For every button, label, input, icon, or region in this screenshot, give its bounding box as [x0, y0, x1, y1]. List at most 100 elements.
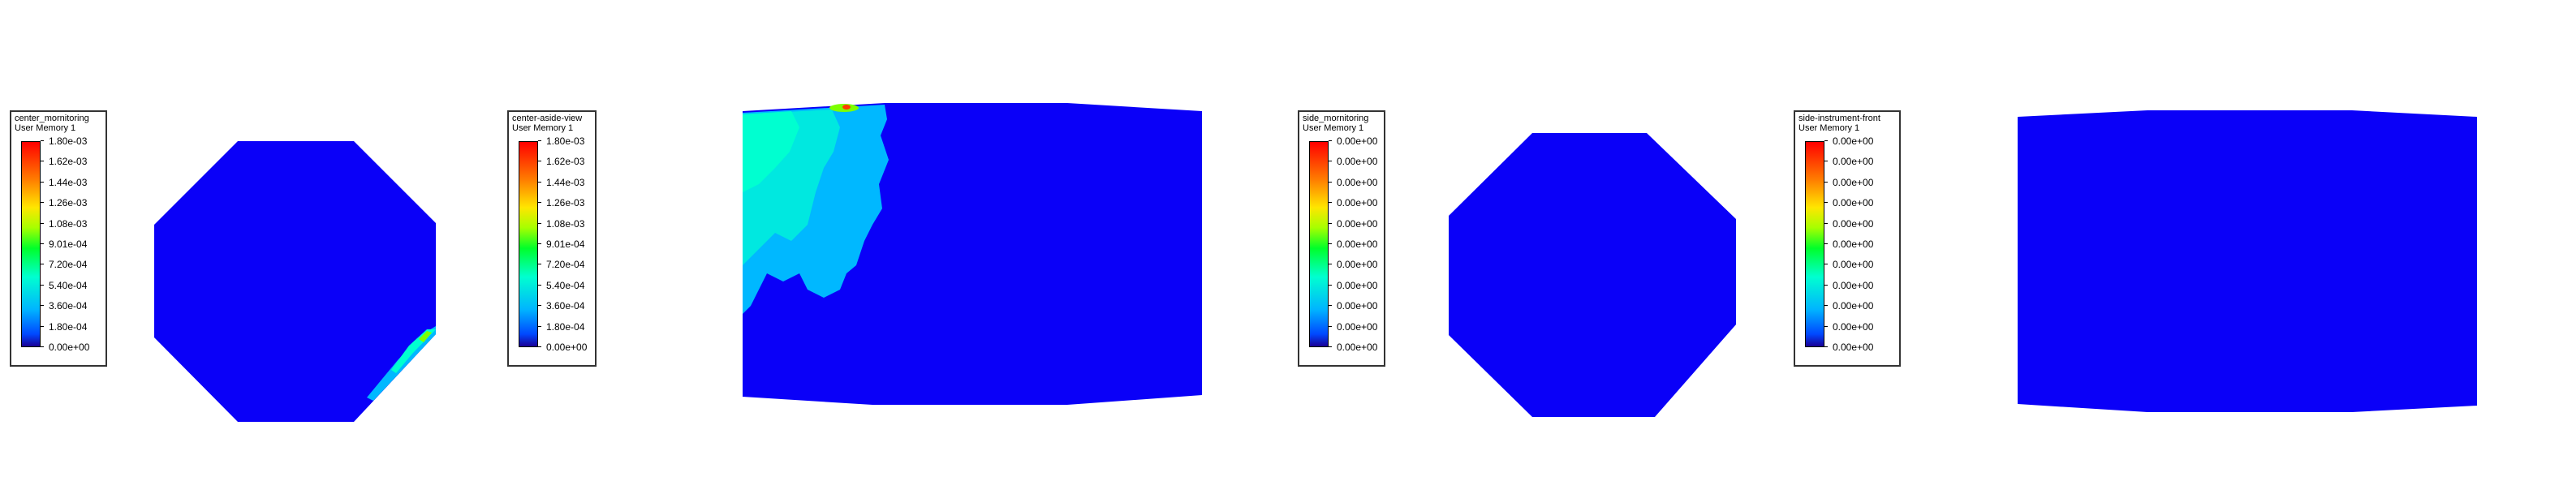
colorbar-tick: 3.60e-04	[538, 300, 595, 312]
colorbar-tick-mark	[1824, 325, 1828, 327]
colorbar-tick-mark	[1824, 284, 1828, 286]
colorbar-tick: 0.00e+00	[1824, 321, 1881, 333]
colorbar-tick: 0.00e+00	[1329, 300, 1385, 312]
colorbar-tick-mark	[1824, 202, 1828, 204]
colorbar-tick-mark	[538, 202, 541, 204]
legend-subtitle: User Memory 1	[512, 123, 574, 133]
colorbar-tick-label: 0.00e+00	[1337, 279, 1378, 291]
colorbar-tick-label: 1.80e-03	[49, 135, 88, 147]
legend-side-mornitoring: side_mornitoring User Memory 1 0.00e+00 0…	[1298, 110, 1385, 367]
colorbar-tick-label: 0.00e+00	[1337, 156, 1378, 168]
colorbar-tick: 1.44e-03	[41, 177, 97, 188]
octagon-view-side	[1449, 133, 1736, 417]
colorbar-tick: 0.00e+00	[41, 342, 97, 353]
octagon-surface	[1449, 133, 1736, 417]
colorbar-tick: 1.80e-03	[41, 135, 97, 147]
colorbar-tick: 0.00e+00	[1329, 342, 1385, 353]
colorbar-tick-label: 0.00e+00	[1833, 197, 1874, 209]
colorbar-tick: 0.00e+00	[1824, 259, 1881, 270]
colorbar-tick-mark	[1329, 202, 1332, 204]
colorbar-tick-mark	[1824, 140, 1828, 141]
colorbar-tick-label: 0.00e+00	[546, 342, 588, 353]
colorbar-tick-label: 1.26e-03	[546, 197, 585, 209]
colorbar-tick-label: 0.00e+00	[1833, 238, 1874, 250]
colorbar-tick-label: 7.20e-04	[546, 259, 585, 271]
colorbar-tick-mark	[1329, 222, 1332, 224]
colorbar-tick-mark	[41, 243, 44, 244]
colorbar-tick-label: 5.40e-04	[546, 279, 585, 291]
colorbar-tick-mark	[538, 140, 541, 141]
colorbar-tick-mark	[1329, 325, 1332, 327]
colorbar-tick: 0.00e+00	[1824, 300, 1881, 312]
colorbar-tick: 0.00e+00	[1824, 218, 1881, 230]
colorbar-tick: 0.00e+00	[1329, 135, 1385, 147]
colorbar-tick: 3.60e-04	[41, 300, 97, 312]
colorbar-tick: 1.08e-03	[41, 218, 97, 230]
legend-subtitle: User Memory 1	[1798, 123, 1860, 133]
colorbar-tick-mark	[1329, 305, 1332, 307]
colorbar-tick: 0.00e+00	[1329, 197, 1385, 208]
legend-center-aside-view: center-aside-view User Memory 1 1.80e-03…	[507, 110, 597, 367]
colorbar-tick: 7.20e-04	[41, 259, 97, 270]
colorbar-tick-label: 5.40e-04	[49, 279, 88, 291]
colorbar-tick-label: 1.08e-03	[49, 217, 88, 230]
colorbar-tick: 9.01e-04	[41, 238, 97, 250]
colorbar-tick: 0.00e+00	[1329, 259, 1385, 270]
colorbar-tick-label: 1.80e-03	[546, 135, 585, 147]
colorbar-tick-label: 0.00e+00	[1337, 259, 1378, 271]
colorbar-tick: 0.00e+00	[1329, 177, 1385, 188]
colorbar-tick-mark	[41, 140, 44, 141]
colorbar-tick-label: 0.00e+00	[1833, 342, 1874, 353]
colorbar-tick: 5.40e-04	[538, 280, 595, 291]
colorbar-tick: 0.00e+00	[1824, 342, 1881, 353]
colorbar-tick: 5.40e-04	[41, 280, 97, 291]
colorbar-tick: 0.00e+00	[1824, 156, 1881, 167]
colorbar-ticks: 1.80e-03 1.62e-03 1.44e-03 1.26e-03 1.08e-03…	[538, 135, 595, 353]
colorbar-tick-label: 0.00e+00	[1833, 259, 1874, 271]
colorbar-tick-label: 9.01e-04	[546, 238, 585, 250]
colorbar-tick-label: 0.00e+00	[1337, 217, 1378, 230]
legend-subtitle: User Memory 1	[1303, 123, 1364, 133]
colorbar	[21, 141, 41, 347]
colorbar-tick-label: 1.44e-03	[546, 176, 585, 188]
legend-title: side_mornitoring	[1303, 114, 1369, 123]
colorbar-tick-mark	[538, 284, 541, 286]
colorbar-tick-label: 7.20e-04	[49, 259, 88, 271]
colorbar-tick-mark	[538, 346, 541, 347]
hotspot-top-spark-core	[842, 105, 851, 110]
colorbar-tick: 1.44e-03	[538, 177, 595, 188]
legend-center-mornitoring: center_mornitoring User Memory 1 1.80e-0…	[10, 110, 107, 367]
colorbar-tick-mark	[41, 325, 44, 327]
colorbar-tick-label: 1.80e-04	[49, 320, 88, 333]
colorbar	[1805, 141, 1824, 347]
colorbar-tick-label: 0.00e+00	[1337, 320, 1378, 333]
colorbar	[1309, 141, 1329, 347]
hotspot-core	[419, 331, 432, 342]
colorbar-tick-mark	[538, 181, 541, 183]
colorbar-tick-label: 1.80e-04	[546, 320, 585, 333]
colorbar-tick-label: 3.60e-04	[49, 300, 88, 312]
legend-title: center_mornitoring	[15, 114, 89, 123]
colorbar-tick-mark	[41, 284, 44, 286]
colorbar-tick-label: 0.00e+00	[1833, 300, 1874, 312]
colorbar-tick-label: 0.00e+00	[1337, 342, 1378, 353]
colorbar-tick-mark	[41, 346, 44, 347]
colorbar-tick: 0.00e+00	[1824, 197, 1881, 208]
colorbar-tick-label: 1.08e-03	[546, 217, 585, 230]
colorbar-tick: 0.00e+00	[1824, 135, 1881, 147]
colorbar-tick-mark	[538, 325, 541, 327]
side-profile-surface	[2018, 110, 2477, 412]
side-profile-view-side	[2018, 110, 2477, 412]
colorbar-tick-mark	[41, 305, 44, 307]
colorbar-ticks: 1.80e-03 1.62e-03 1.44e-03 1.26e-03 1.08e-03…	[41, 135, 97, 353]
legend-side-instrument-front: side-instrument-front User Memory 1 0.00…	[1794, 110, 1901, 367]
colorbar-tick: 0.00e+00	[538, 342, 595, 353]
colorbar-tick-mark	[1329, 243, 1332, 244]
colorbar-tick-label: 1.62e-03	[546, 156, 585, 168]
colorbar-tick-mark	[41, 202, 44, 204]
colorbar-tick-mark	[538, 305, 541, 307]
colorbar-tick-mark	[41, 181, 44, 183]
colorbar-tick: 0.00e+00	[1824, 177, 1881, 188]
colorbar-tick-label: 0.00e+00	[1833, 217, 1874, 230]
colorbar-tick: 1.80e-04	[538, 321, 595, 333]
